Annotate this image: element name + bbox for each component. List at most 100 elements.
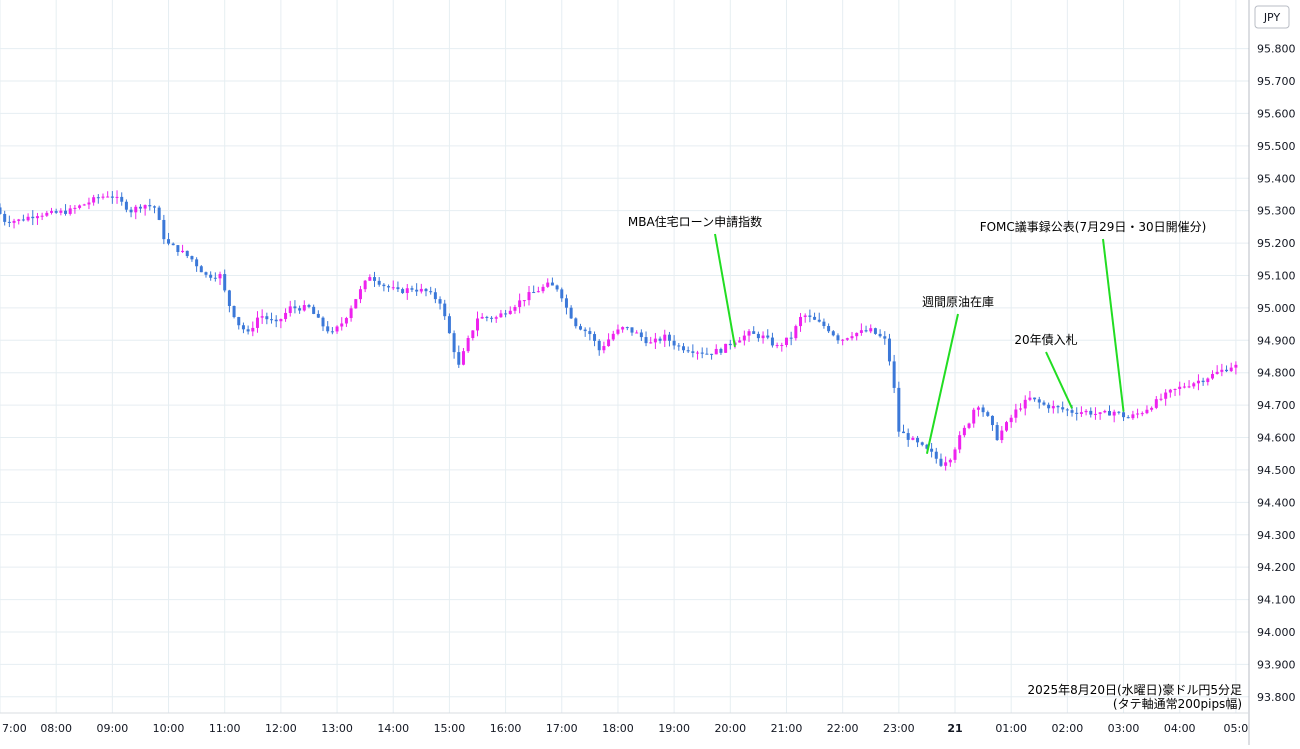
candle: [1168, 388, 1172, 398]
candle: [499, 309, 503, 318]
candle-body: [864, 330, 868, 332]
candle-body: [560, 289, 564, 299]
candle-body: [344, 318, 348, 324]
candle: [213, 272, 217, 282]
candle-body: [719, 348, 723, 353]
candle: [1005, 420, 1009, 432]
candle-body: [1093, 413, 1097, 415]
candle-body: [1154, 399, 1158, 408]
candle: [1061, 401, 1065, 413]
candle-body: [35, 216, 39, 219]
candle: [1028, 390, 1032, 402]
candle: [887, 333, 891, 366]
candle: [1206, 377, 1210, 386]
x-tick-label: 17:00: [546, 722, 578, 735]
candle-body: [1131, 414, 1135, 419]
candle: [705, 347, 709, 355]
candle-body: [284, 312, 288, 320]
candle-body: [1234, 364, 1238, 368]
candle-body: [1126, 417, 1130, 419]
candle: [96, 194, 100, 204]
candle: [12, 218, 16, 229]
candle: [45, 210, 49, 217]
candle-body: [789, 337, 793, 339]
annotation-label: MBA住宅ローン申請指数: [628, 214, 762, 229]
candle-body: [625, 327, 629, 329]
candle-body: [995, 425, 999, 441]
candle: [485, 315, 489, 322]
annotation-line: [1102, 238, 1125, 412]
candle-body: [274, 319, 278, 322]
candle-body: [1140, 413, 1144, 415]
candle: [1192, 381, 1196, 389]
candle-body: [279, 319, 283, 322]
candle: [82, 203, 86, 206]
candle: [925, 443, 929, 450]
candle-body: [518, 300, 522, 308]
candle: [527, 285, 531, 306]
y-tick-label: 95.500: [1257, 140, 1296, 153]
candle: [813, 312, 817, 321]
candle-body: [761, 335, 765, 339]
candle: [110, 191, 114, 204]
x-tick-label: 19:00: [658, 722, 690, 735]
candle: [593, 331, 597, 347]
x-tick-label: 12:00: [265, 722, 297, 735]
candle-body: [447, 316, 451, 334]
currency-label-box[interactable]: JPY: [1254, 5, 1290, 29]
candle: [373, 271, 377, 287]
candle-body: [391, 287, 395, 289]
candle: [17, 218, 21, 225]
candle: [1079, 406, 1083, 417]
candle-body: [1192, 383, 1196, 387]
candle: [429, 286, 433, 295]
candle-body: [855, 332, 859, 337]
candle-body: [967, 423, 971, 428]
candle: [560, 287, 564, 302]
candle: [691, 344, 695, 358]
candle-body: [12, 220, 16, 223]
candle-body: [1098, 412, 1102, 414]
candle-body: [490, 317, 494, 319]
candle-body: [199, 266, 203, 273]
candle: [728, 339, 732, 350]
y-tick-label: 95.400: [1257, 172, 1296, 185]
x-tick-label: 14:00: [377, 722, 409, 735]
candle: [817, 312, 821, 323]
candle: [1187, 380, 1191, 389]
candle: [855, 332, 859, 341]
candle: [1159, 393, 1163, 402]
candle: [649, 336, 653, 344]
candle-body: [349, 308, 353, 319]
candle: [667, 331, 671, 347]
candle-body: [1107, 410, 1111, 416]
candle-body: [705, 353, 709, 355]
candle: [391, 280, 395, 291]
time-axis[interactable]: 7:00 08:00 09:00 10:00 11:00 12:00 13:00 14:00 1…: [2, 722, 1248, 735]
candle-body: [883, 336, 887, 339]
candle-body: [0, 207, 2, 214]
candle-body: [92, 197, 96, 203]
candle-body: [550, 282, 554, 286]
candle-body: [1206, 378, 1210, 383]
candle: [368, 274, 372, 281]
candle-body: [368, 277, 372, 281]
y-tick-label: 94.400: [1257, 496, 1296, 509]
candle: [1126, 415, 1130, 419]
candle: [841, 338, 845, 346]
candle: [948, 458, 952, 467]
candle-body: [681, 346, 685, 351]
candle: [433, 288, 437, 304]
candle: [87, 197, 91, 210]
annotation-label: 20年債入札: [1014, 332, 1077, 347]
price-axis[interactable]: 93.800 93.900 94.000 94.100 94.200 94.300 94.4…: [1257, 43, 1296, 704]
candle: [766, 329, 770, 340]
candle-body: [143, 205, 147, 209]
candle: [1089, 407, 1093, 418]
candle: [827, 323, 831, 334]
candle: [115, 190, 119, 204]
candle-body: [710, 353, 714, 355]
candle-body: [115, 196, 119, 198]
candle: [504, 309, 508, 318]
candle-body: [387, 286, 391, 288]
